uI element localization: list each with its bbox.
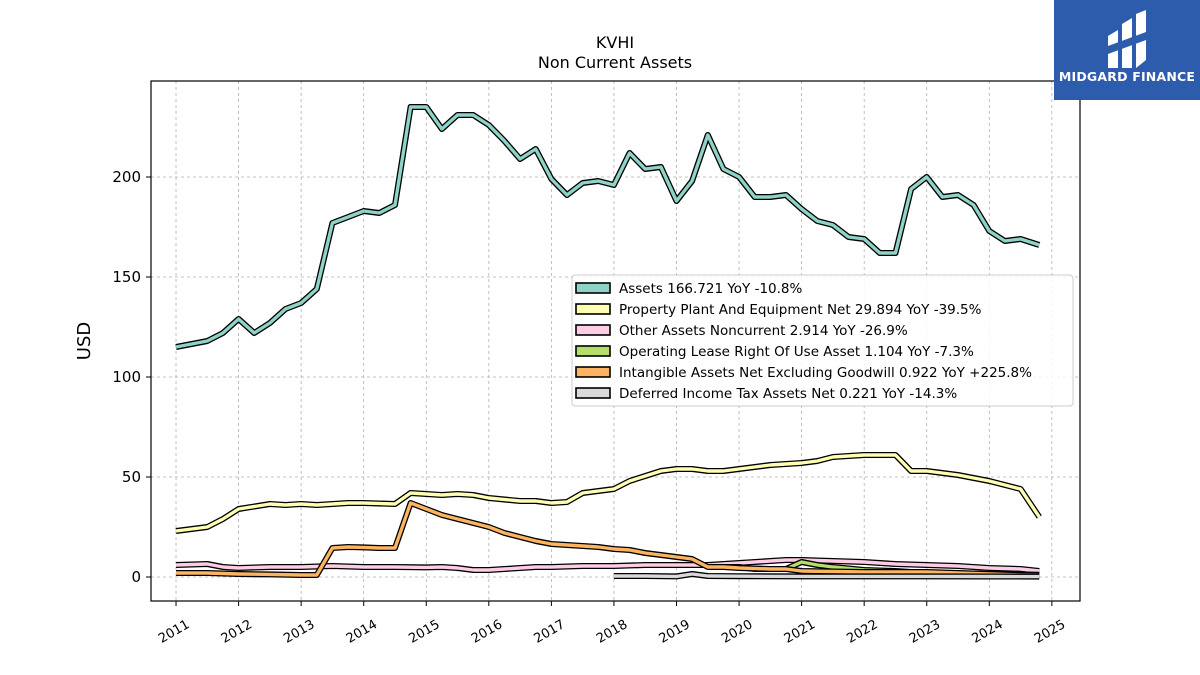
x-tick-label: 2019 — [657, 617, 693, 647]
x-tick-label: 2025 — [1032, 617, 1068, 647]
chart-subtitle: Non Current Assets — [538, 53, 692, 72]
series-line-fill — [176, 501, 1040, 577]
legend-swatch — [575, 303, 611, 315]
x-tick-label: 2022 — [844, 617, 880, 647]
legend-swatch — [575, 387, 611, 399]
legend-box — [571, 274, 1074, 407]
midgard-finance-logo-icon — [1108, 10, 1146, 68]
legend-entry-label: Other Assets Noncurrent 2.914 YoY -26.9% — [619, 323, 908, 339]
legend-entry-label: Property Plant And Equipment Net 29.894 … — [619, 302, 982, 318]
y-tick-label: 0 — [131, 568, 141, 586]
legend-swatch — [575, 282, 611, 294]
series-line-1 — [175, 452, 1042, 534]
series-line-fill — [175, 105, 1040, 349]
series-lines — [175, 104, 1042, 580]
x-tick-label: 2021 — [782, 617, 818, 647]
legend-swatch — [575, 324, 611, 336]
y-tick-label: 100 — [112, 368, 141, 386]
series-line-4 — [176, 500, 1040, 579]
x-tick-label: 2013 — [281, 617, 317, 647]
legend-entry-label: Deferred Income Tax Assets Net 0.221 YoY… — [619, 386, 957, 402]
series-line-fill — [613, 572, 1040, 579]
legend-entry-label: Intangible Assets Net Excluding Goodwill… — [619, 365, 1032, 381]
x-tick-label: 2012 — [219, 617, 255, 647]
y-tick-label: 150 — [112, 268, 141, 286]
x-tick-label: 2017 — [532, 617, 568, 647]
x-tick-label: 2015 — [406, 617, 442, 647]
legend-entry-label: Operating Lease Right Of Use Asset 1.104… — [619, 344, 974, 360]
y-tick-label: 200 — [112, 168, 141, 186]
chart-title: KVHI — [596, 33, 634, 52]
x-tick-label: 2011 — [156, 617, 192, 647]
legend-swatch — [575, 345, 611, 357]
logo-text: MIDGARD FINANCE — [1058, 69, 1196, 84]
legend: Assets 166.721 YoY -10.8% Property Plant … — [571, 274, 1074, 407]
series-line-5 — [613, 571, 1040, 580]
x-tick-label: 2018 — [594, 617, 630, 647]
x-tick-label: 2020 — [719, 617, 755, 647]
legend-swatch — [575, 366, 611, 378]
y-tick-label: 50 — [122, 468, 141, 486]
midgard-finance-logo: MIDGARD FINANCE — [1054, 0, 1200, 100]
series-line-fill — [175, 453, 1041, 533]
series-line-0 — [175, 104, 1041, 350]
y-axis-label: USD — [74, 322, 95, 360]
x-tick-label: 2014 — [344, 617, 380, 647]
x-tick-label: 2024 — [969, 617, 1005, 647]
series-line-outline — [175, 452, 1042, 534]
x-tick-label: 2016 — [469, 617, 505, 647]
x-tick-label: 2023 — [907, 617, 943, 647]
legend-entry-label: Assets 166.721 YoY -10.8% — [619, 281, 803, 297]
plot-frame — [150, 80, 1081, 602]
